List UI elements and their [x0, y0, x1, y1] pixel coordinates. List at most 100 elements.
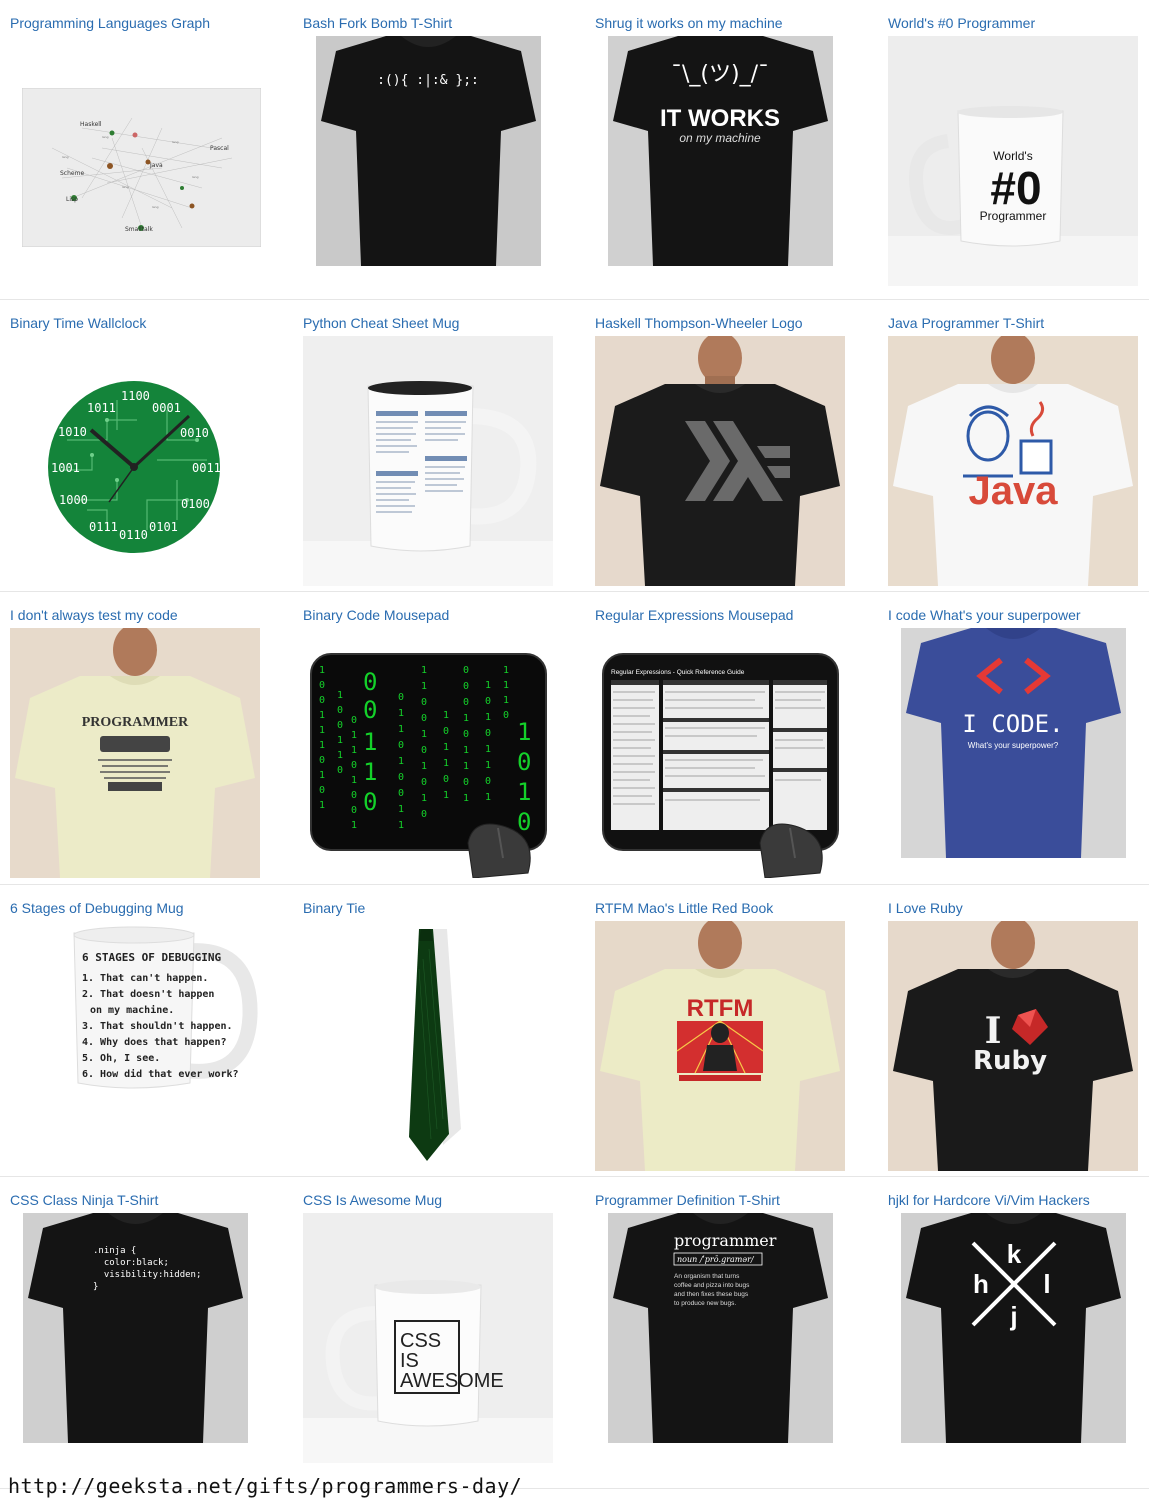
product-title-link[interactable]: Bash Fork Bomb T-Shirt [303, 15, 453, 31]
svg-text:Scheme: Scheme [60, 170, 84, 177]
svg-text:0: 0 [485, 728, 491, 739]
product-title-link[interactable]: Programming Languages Graph [10, 15, 211, 31]
svg-text:0: 0 [351, 790, 357, 801]
svg-text:0: 0 [319, 695, 325, 706]
product-row: I don't always test my code PROGRAMMER [0, 592, 1149, 885]
svg-text:1: 1 [503, 680, 509, 691]
product-title-link[interactable]: Java Programmer T-Shirt [888, 315, 1045, 331]
product-title-link[interactable]: Binary Tie [303, 900, 366, 916]
haskell-logo-tshirt-image[interactable] [595, 336, 845, 586]
programming-languages-graph-image[interactable]: lang lang lang lang lang lang Haskell Java Sch… [22, 88, 261, 247]
svg-text:0: 0 [319, 785, 325, 796]
product-title-link[interactable]: Shrug it works on my machine [595, 15, 783, 31]
bash-fork-bomb-tshirt-image[interactable]: :(){ :|:& };: [316, 36, 541, 266]
binary-tie-image[interactable] [401, 929, 461, 1161]
svg-text:1: 1 [463, 745, 469, 756]
svg-text:1: 1 [351, 730, 357, 741]
svg-text:Haskell: Haskell [80, 121, 102, 128]
svg-text:1: 1 [398, 708, 404, 719]
svg-text:0: 0 [363, 668, 377, 696]
product-title-link[interactable]: 6 Stages of Debugging Mug [10, 900, 184, 916]
svg-text:1: 1 [503, 665, 509, 676]
product-title-link[interactable]: Regular Expressions Mousepad [595, 607, 794, 623]
product-title-link[interactable]: Programmer Definition T-Shirt [595, 1192, 780, 1208]
product-title-link[interactable]: Python Cheat Sheet Mug [303, 315, 460, 331]
test-my-code-tshirt-image[interactable]: PROGRAMMER [10, 628, 260, 878]
svg-text:Java: Java [149, 162, 163, 169]
programmer-definition-tshirt-image[interactable]: programmer noun /ˈprō.gramər/ An organis… [608, 1213, 833, 1443]
vim-key-l: l [1043, 1269, 1050, 1299]
svg-text:0010: 0010 [180, 426, 209, 440]
binary-wallclock-image[interactable]: 1100 0001 0010 0011 0100 0101 0110 0111 1000 1… [47, 380, 221, 554]
product-title-link[interactable]: Binary Time Wallclock [10, 315, 147, 331]
svg-text:1: 1 [363, 758, 377, 786]
svg-text:1: 1 [398, 820, 404, 831]
svg-text:1010: 1010 [58, 425, 87, 439]
product-title-link[interactable]: hjkl for Hardcore Vi/Vim Hackers [888, 1192, 1090, 1208]
css-ninja-tshirt-image[interactable]: .ninja { color:black; visibility:hidden;… [23, 1213, 248, 1443]
svg-text:0011: 0011 [192, 461, 221, 475]
definition-line: coffee and pizza into bugs [674, 1282, 750, 1289]
svg-text:1: 1 [398, 756, 404, 767]
css-is-awesome-mug-image[interactable]: CSS IS AWESOME [303, 1213, 553, 1463]
product-title-link[interactable]: I code What's your superpower [888, 607, 1081, 623]
ruby-text: Ruby [973, 1046, 1047, 1076]
svg-text:0: 0 [319, 755, 325, 766]
vim-key-j: j [1009, 1301, 1017, 1331]
svg-text:1: 1 [421, 681, 427, 692]
svg-text:0: 0 [443, 726, 449, 737]
i-code-text: I CODE. [962, 710, 1063, 738]
product-row: 6 Stages of Debugging Mug 6 STAGES OF DE… [0, 885, 1149, 1177]
svg-text:1: 1 [517, 778, 531, 806]
worlds-zero-programmer-mug-image[interactable]: World's #0 Programmer [888, 36, 1138, 286]
definition-line: and then fixes these bugs [674, 1291, 749, 1298]
svg-text:lang: lang [62, 155, 69, 159]
vim-key-h: h [973, 1269, 989, 1299]
product-title-link[interactable]: World's #0 Programmer [888, 15, 1036, 31]
svg-text:0100: 0100 [181, 497, 210, 511]
shrug-tshirt-image[interactable]: ¯\_(ツ)_/¯ IT WORKS on my machine [608, 36, 833, 266]
svg-text:1: 1 [363, 728, 377, 756]
regex-mousepad-image[interactable]: Regular Expressions - Quick Reference Gu… [595, 628, 845, 878]
svg-text:0001: 0001 [152, 401, 181, 415]
svg-text:0: 0 [463, 697, 469, 708]
definition-pronunciation: noun /ˈprō.gramər/ [677, 1255, 755, 1264]
svg-text:0: 0 [363, 788, 377, 816]
svg-text:0: 0 [463, 729, 469, 740]
python-cheat-sheet-mug-image[interactable] [303, 336, 553, 586]
svg-text:0: 0 [351, 805, 357, 816]
product-title-link[interactable]: Haskell Thompson-Wheeler Logo [595, 315, 803, 331]
product-title-link[interactable]: I Love Ruby [888, 900, 963, 916]
definition-word: programmer [674, 1231, 777, 1250]
rtfm-print-text: RTFM [687, 995, 754, 1022]
product-title-link[interactable]: CSS Is Awesome Mug [303, 1192, 443, 1208]
debug-line: 2. That doesn't happen [82, 989, 214, 1000]
svg-text:1: 1 [337, 735, 343, 746]
programmer-print-text: PROGRAMMER [82, 715, 189, 730]
svg-text:0: 0 [463, 681, 469, 692]
svg-text:0: 0 [503, 710, 509, 721]
product-title-link[interactable]: CSS Class Ninja T-Shirt [10, 1192, 159, 1208]
svg-text:1: 1 [485, 792, 491, 803]
vim-key-k: k [1007, 1239, 1022, 1269]
svg-text:0: 0 [421, 809, 427, 820]
svg-text:1100: 1100 [121, 389, 150, 403]
svg-text:1: 1 [319, 725, 325, 736]
svg-text:Pascal: Pascal [210, 145, 229, 152]
product-title-link[interactable]: RTFM Mao's Little Red Book [595, 900, 774, 916]
svg-text:1: 1 [485, 712, 491, 723]
i-code-superpower-tshirt-image[interactable]: I CODE. What's your superpower? [901, 628, 1126, 858]
tshirt-print-text: :(){ :|:& };: [377, 73, 479, 88]
java-programmer-tshirt-image[interactable]: Java [888, 336, 1138, 586]
ruby-i-text: I [985, 1010, 1002, 1052]
hjkl-vim-tshirt-image[interactable]: h j k l [901, 1213, 1126, 1443]
svg-text:0: 0 [398, 772, 404, 783]
i-love-ruby-tshirt-image[interactable]: I Ruby [888, 921, 1138, 1171]
debugging-mug-image[interactable]: 6 STAGES OF DEBUGGING 1. That can't happ… [22, 921, 272, 1111]
product-title-link[interactable]: Binary Code Mousepad [303, 607, 450, 623]
svg-text:1: 1 [463, 713, 469, 724]
product-title-link[interactable]: I don't always test my code [10, 607, 178, 623]
rtfm-tshirt-image[interactable]: RTFM [595, 921, 845, 1171]
